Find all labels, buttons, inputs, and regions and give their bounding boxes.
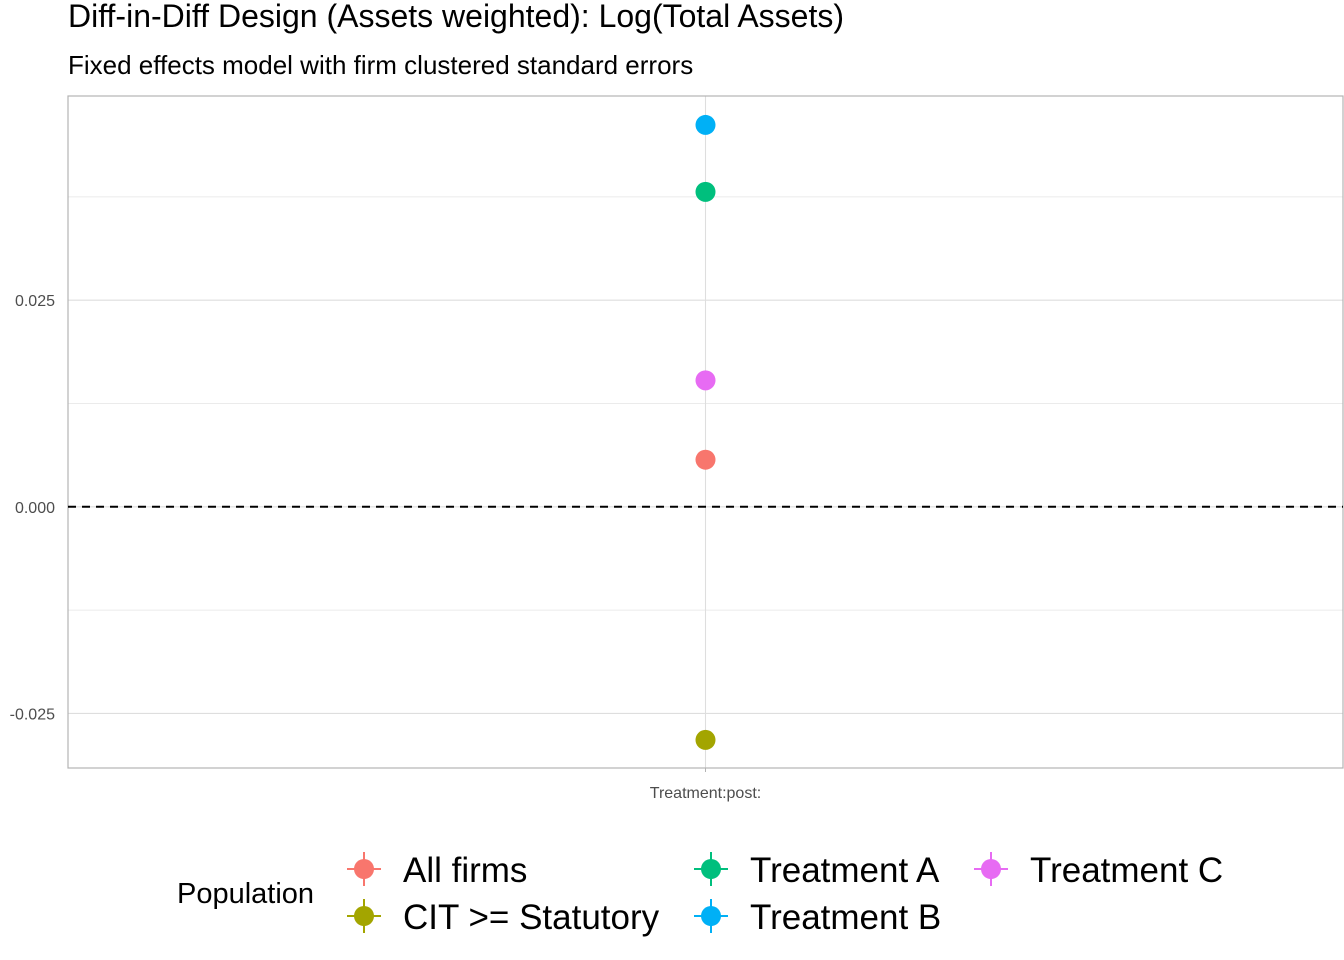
legend-item: All firms <box>347 851 527 890</box>
data-point <box>695 449 716 470</box>
legend-label: Treatment B <box>750 898 941 937</box>
plot-panel <box>67 95 1344 769</box>
legend-item: Treatment B <box>694 898 941 937</box>
legend-item: CIT >= Statutory <box>347 898 660 937</box>
y-tick-label: -0.025 <box>10 706 55 723</box>
legend-key-point <box>354 906 374 926</box>
legend-label: CIT >= Statutory <box>403 898 660 937</box>
data-point <box>695 729 716 750</box>
legend-label: All firms <box>403 851 527 890</box>
legend-key-point <box>701 859 721 879</box>
data-points <box>695 114 716 750</box>
data-point <box>695 114 716 135</box>
y-tick-label: 0.025 <box>15 293 55 310</box>
legend-key-point <box>701 906 721 926</box>
legend-key-point <box>981 859 1001 879</box>
y-axis: -0.025 0.000 0.025 <box>10 293 55 723</box>
chart-title: Diff-in-Diff Design (Assets weighted): L… <box>68 0 844 34</box>
legend-label: Treatment C <box>1030 851 1223 890</box>
chart-subtitle: Fixed effects model with firm clustered … <box>68 50 693 80</box>
x-tick-label: Treatment:post: <box>650 785 761 802</box>
legend-key-point <box>354 859 374 879</box>
data-point <box>695 370 716 391</box>
legend: Population All firms CIT >= Statutory Trea… <box>177 851 1223 937</box>
legend-label: Treatment A <box>750 851 940 890</box>
y-tick-label: 0.000 <box>15 500 55 517</box>
legend-item: Treatment C <box>974 851 1223 890</box>
legend-item: Treatment A <box>694 851 940 890</box>
data-point <box>695 181 716 202</box>
legend-title: Population <box>177 878 314 910</box>
x-axis: Treatment:post: <box>650 768 761 802</box>
